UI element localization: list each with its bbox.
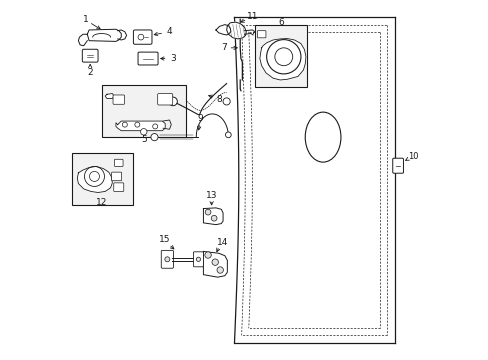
Circle shape [152, 124, 157, 129]
Bar [102, 85, 185, 137]
Polygon shape [87, 29, 121, 41]
Text: 5: 5 [141, 135, 146, 144]
FancyBboxPatch shape [161, 250, 173, 268]
FancyBboxPatch shape [114, 183, 123, 192]
Text: 9: 9 [197, 114, 203, 123]
FancyBboxPatch shape [257, 31, 265, 38]
Circle shape [205, 209, 210, 215]
Text: 15: 15 [159, 235, 171, 244]
Circle shape [225, 132, 231, 138]
FancyBboxPatch shape [193, 252, 203, 267]
Text: 2: 2 [87, 68, 93, 77]
Circle shape [168, 97, 177, 106]
Text: 14: 14 [217, 238, 228, 247]
Circle shape [122, 122, 127, 127]
Polygon shape [105, 94, 114, 99]
Circle shape [211, 215, 217, 221]
Bar [255, 24, 306, 87]
Bar [72, 153, 133, 205]
Text: 1: 1 [82, 15, 88, 24]
FancyBboxPatch shape [157, 94, 172, 105]
Text: 13: 13 [205, 190, 217, 199]
Polygon shape [203, 251, 227, 277]
Circle shape [217, 267, 223, 273]
Text: 8: 8 [216, 95, 222, 104]
Text: 11: 11 [246, 12, 258, 21]
Circle shape [164, 257, 169, 262]
Text: 10: 10 [407, 152, 418, 161]
FancyBboxPatch shape [138, 52, 158, 65]
FancyBboxPatch shape [114, 159, 123, 166]
Circle shape [140, 129, 147, 135]
Polygon shape [259, 39, 305, 80]
Circle shape [151, 134, 158, 141]
Circle shape [223, 98, 230, 105]
Polygon shape [216, 24, 230, 35]
FancyBboxPatch shape [82, 49, 98, 62]
FancyBboxPatch shape [111, 172, 122, 181]
Text: 3: 3 [170, 54, 176, 63]
Text: 6: 6 [278, 18, 283, 27]
Circle shape [135, 122, 140, 127]
Text: 7: 7 [221, 43, 226, 52]
Text: 4: 4 [166, 27, 172, 36]
Circle shape [196, 257, 200, 261]
Polygon shape [78, 34, 87, 46]
FancyBboxPatch shape [392, 158, 403, 173]
FancyBboxPatch shape [133, 30, 152, 44]
FancyBboxPatch shape [113, 95, 124, 104]
Polygon shape [226, 22, 246, 39]
Circle shape [212, 259, 218, 265]
Polygon shape [203, 208, 223, 225]
Polygon shape [77, 166, 112, 193]
Circle shape [204, 252, 211, 258]
Polygon shape [116, 121, 165, 131]
Text: 12: 12 [96, 198, 107, 207]
